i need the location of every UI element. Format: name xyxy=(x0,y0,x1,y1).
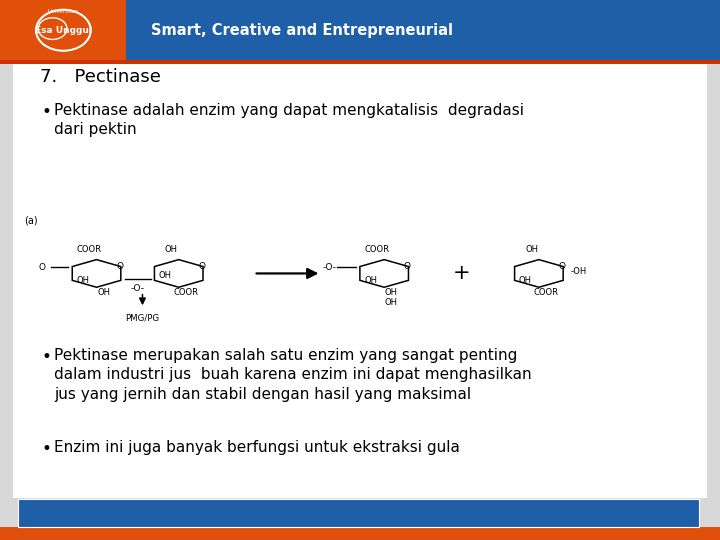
Text: OH: OH xyxy=(158,271,171,280)
Text: -OH: -OH xyxy=(570,267,587,276)
Text: O: O xyxy=(116,262,123,271)
Text: •: • xyxy=(42,348,52,366)
Text: OH: OH xyxy=(97,288,110,297)
Text: +: + xyxy=(453,264,470,284)
Text: OH: OH xyxy=(385,298,398,307)
Text: COOR: COOR xyxy=(77,245,102,254)
Text: O: O xyxy=(559,262,566,271)
Text: PMG/PG: PMG/PG xyxy=(125,313,160,322)
Text: COOR: COOR xyxy=(174,288,199,297)
Text: Pektinase merupakan salah satu enzim yang sangat penting
dalam industri jus  bua: Pektinase merupakan salah satu enzim yan… xyxy=(54,348,531,402)
Text: •: • xyxy=(42,440,52,458)
Text: OH: OH xyxy=(385,288,398,297)
Text: -O-: -O- xyxy=(130,284,145,293)
Text: Universitas: Universitas xyxy=(48,9,78,15)
Text: (a): (a) xyxy=(24,215,37,226)
Text: OH: OH xyxy=(364,276,377,285)
Text: COOR: COOR xyxy=(364,245,390,254)
Text: O: O xyxy=(39,263,46,272)
Text: OH: OH xyxy=(165,245,178,254)
Text: -O-: -O- xyxy=(323,263,337,272)
Text: •: • xyxy=(42,103,52,120)
Text: O: O xyxy=(404,262,411,271)
Text: 7.   Pectinase: 7. Pectinase xyxy=(40,68,161,85)
Text: OH: OH xyxy=(519,276,532,285)
Text: Smart, Creative and Entrepreneurial: Smart, Creative and Entrepreneurial xyxy=(151,23,453,38)
Text: Enzim ini juga banyak berfungsi untuk ekstraksi gula: Enzim ini juga banyak berfungsi untuk ek… xyxy=(54,440,460,455)
Text: COOR: COOR xyxy=(534,288,559,297)
Text: Pektinase adalah enzim yang dapat mengkatalisis  degradasi
dari pektin: Pektinase adalah enzim yang dapat mengka… xyxy=(54,103,524,137)
Text: OH: OH xyxy=(76,276,89,285)
Text: OH: OH xyxy=(525,245,538,254)
Text: O: O xyxy=(199,262,205,271)
Text: Esa Unggul: Esa Unggul xyxy=(35,26,92,35)
